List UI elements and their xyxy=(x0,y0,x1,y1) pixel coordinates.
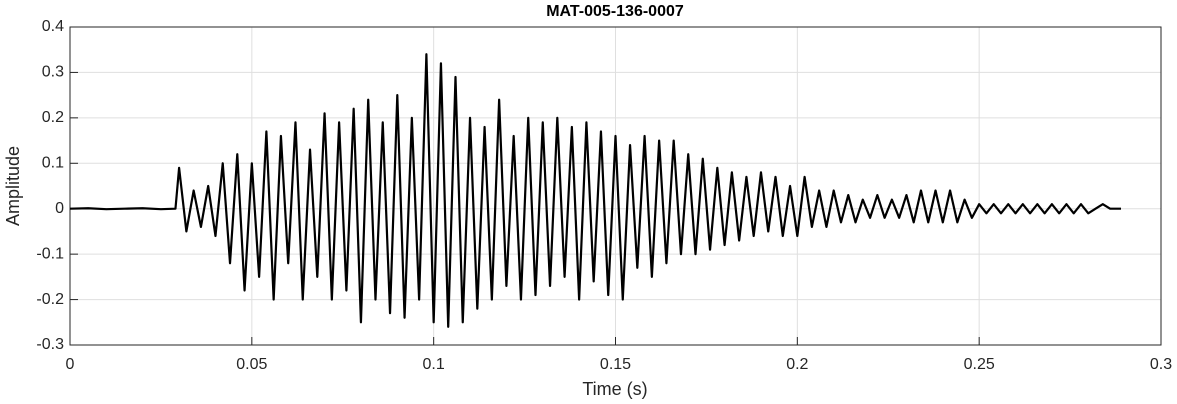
y-tick-label: 0.3 xyxy=(42,64,64,81)
y-tick-label: 0.4 xyxy=(42,18,64,35)
x-tick-label: 0 xyxy=(66,356,75,373)
x-tick-label: 0.1 xyxy=(423,356,445,373)
y-tick-label: -0.1 xyxy=(36,245,64,262)
x-tick-label: 0.3 xyxy=(1150,356,1172,373)
chart-title: MAT-005-136-0007 xyxy=(546,3,684,20)
waveform-line xyxy=(69,53,1121,328)
y-axis-label: Amplitude xyxy=(3,146,23,226)
x-axis-label: Time (s) xyxy=(582,379,647,399)
y-tick-label: -0.3 xyxy=(36,336,64,353)
y-tick-label: -0.2 xyxy=(36,291,64,308)
x-tick-label: 0.05 xyxy=(236,356,267,373)
y-tick-label: 0 xyxy=(55,200,64,217)
plot-frame xyxy=(69,26,1162,346)
x-tick-label: 0.2 xyxy=(786,356,808,373)
x-tick-label: 0.15 xyxy=(600,356,631,373)
y-tick-label: 0.2 xyxy=(42,109,64,126)
x-tick-label: 0.25 xyxy=(964,356,995,373)
y-tick-label: 0.1 xyxy=(42,155,64,172)
